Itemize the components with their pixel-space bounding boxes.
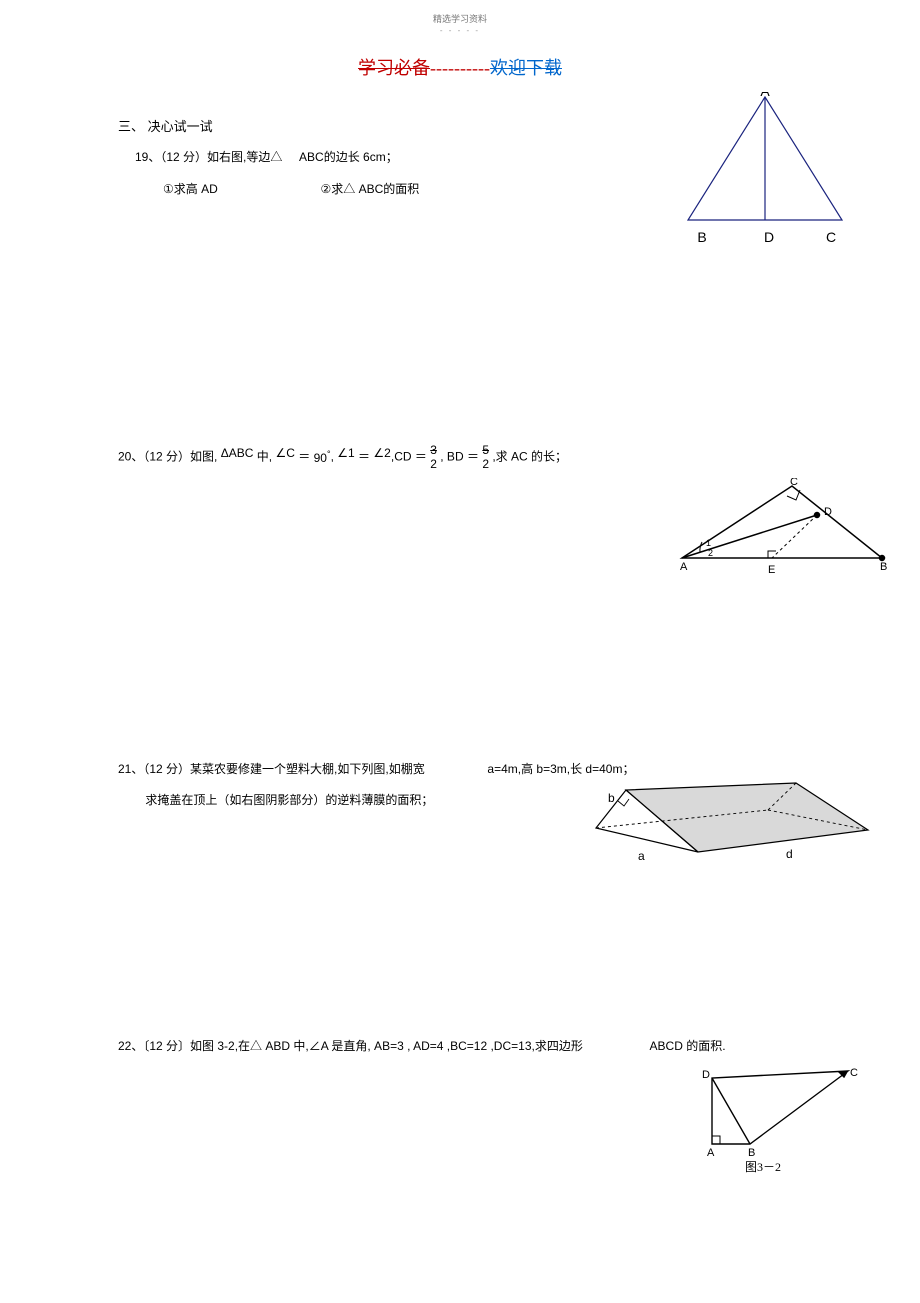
q22-text2: ABCD 的面积. [650, 1039, 726, 1053]
q19-line1b: ABC的边长 6cm； [299, 150, 398, 164]
q20-angle1: ∠ [275, 446, 286, 460]
q20-eq4: ＝ [467, 449, 479, 463]
quadrilateral-icon [712, 1071, 848, 1144]
q21-line2: 求掩盖在顶上（如右图阴影部分）的逆料薄膜的面积； [118, 785, 634, 816]
fig22-b: B [748, 1147, 755, 1159]
question-19: 19、（12 分）如右图,等边△ ABC的边长 6cm； ①求高 AD ②求△ … [135, 144, 419, 203]
q21-text2: 求掩盖在顶上（如右图阴影部分）的逆料薄膜的面积； [145, 793, 433, 807]
q20-zhong: 中, [257, 449, 272, 463]
q20-one: 1 [348, 446, 355, 460]
q19-line1a: 19、（12 分）如右图,等边△ [135, 150, 282, 164]
q20-c: C [286, 446, 295, 460]
question-20: 20、（12 分）如图, ΔABC 中, ∠C ＝ 90°, ∠1 ＝ ∠2,C… [118, 444, 567, 470]
q20-frac1-den: 2 [430, 457, 437, 471]
fig20-b: B [880, 561, 887, 573]
q19-sub1-num: ① [163, 182, 174, 196]
q20-bd: , BD [440, 449, 463, 463]
q20-prefix: 20、（12 分）如图, [118, 449, 217, 463]
fig19-label-d: D [764, 229, 774, 245]
watermark-dashes: - - - - - [440, 26, 480, 35]
fig21-d: d [786, 847, 793, 861]
q20-comma1: , [331, 449, 334, 463]
fig19-label-a: A [760, 92, 770, 99]
q21-text1b: a=4m,高 b=3m,长 d=40m； [487, 762, 634, 776]
header-dashes: ---------- [430, 58, 490, 78]
figure-19: A B D C [670, 92, 860, 252]
q19-sub2-num: ② [320, 182, 331, 196]
fig20-2: 2 [708, 548, 713, 558]
fig20-a: A [680, 561, 688, 573]
q20-eq2: ＝ [358, 449, 370, 463]
q20-eq3: ＝ [415, 449, 427, 463]
fig21-b: b [608, 791, 615, 805]
q22-text1: 22、〔12 分〕如图 3-2,在△ ABD 中,∠A 是直角, AB=3 , … [118, 1039, 583, 1053]
fig21-a: a [638, 849, 645, 863]
q21-line1: 21、（12 分）某菜农要修建一个塑料大棚,如下列图,如棚宽 a=4m,高 b=… [118, 754, 634, 785]
q21-text1: 21、（12 分）某菜农要修建一个塑料大棚,如下列图,如棚宽 [118, 762, 425, 776]
q20-frac2-num: 5 [482, 444, 489, 457]
q20-90: 90 [314, 451, 327, 465]
fig22-c: C [850, 1067, 858, 1079]
fig19-label-c: C [826, 229, 836, 245]
header-right: 欢迎下载 [490, 58, 562, 78]
page-header: 学习必备----------欢迎下载 [358, 54, 562, 80]
q20-cd: ,CD [391, 449, 412, 463]
q19-subs: ①求高 AD ②求△ ABC的面积 [135, 176, 419, 202]
fig20-c: C [790, 478, 798, 488]
q19-sub1: 求高 AD [174, 182, 218, 196]
fig20-e: E [768, 564, 775, 576]
figure-22: A B C D 图3－2 [700, 1066, 860, 1181]
triangle-abc-icon [688, 97, 842, 220]
question-21: 21、（12 分）某菜农要修建一个塑料大棚,如下列图,如棚宽 a=4m,高 b=… [118, 754, 634, 816]
question-22: 22、〔12 分〕如图 3-2,在△ ABD 中,∠A 是直角, AB=3 , … [118, 1035, 858, 1058]
q20-eq1: ＝ [298, 449, 310, 463]
q20-delta: Δ [221, 446, 229, 460]
q19-line1: 19、（12 分）如右图,等边△ ABC的边长 6cm； [135, 144, 419, 170]
q20-angle3: ∠ [373, 446, 384, 460]
q20-angle2: ∠ [337, 446, 348, 460]
fig22-a: A [707, 1147, 715, 1159]
q19-sub2: 求△ ABC的面积 [331, 182, 419, 196]
fig22-d: D [702, 1069, 710, 1081]
header-left: 学习必备 [358, 58, 430, 78]
figure-20: A B C D E 1 2 [672, 478, 902, 583]
q20-frac1-num: 3 [430, 444, 437, 457]
fig22-caption: 图3－2 [745, 1160, 781, 1174]
fig20-1: 1 [706, 538, 711, 548]
watermark-line1: 精选学习资料 [433, 14, 487, 24]
figure-21: b a d [588, 780, 878, 895]
q20-suffix: ,求 AC 的长； [492, 449, 567, 463]
section-title: 三、 决心试一试 [118, 116, 213, 135]
q20-abc: ABC [229, 446, 254, 460]
fig19-label-b: B [697, 229, 706, 245]
q20-frac2-den: 2 [482, 457, 489, 471]
fig20-d: D [824, 506, 832, 518]
q20-two: 2 [384, 446, 391, 460]
greenhouse-icon [596, 783, 868, 852]
watermark-top: 精选学习资料 - - - - - [433, 14, 487, 36]
